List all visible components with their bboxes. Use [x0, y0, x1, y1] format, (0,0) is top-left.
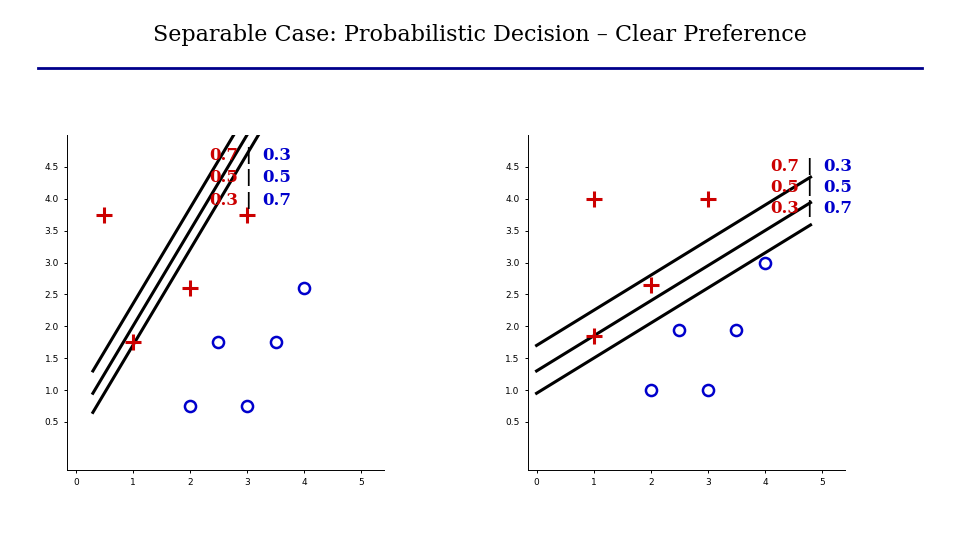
Text: |: | [801, 158, 818, 176]
Text: 0.7: 0.7 [262, 192, 292, 208]
Text: 0.5: 0.5 [823, 179, 852, 197]
Text: 0.5: 0.5 [262, 169, 291, 186]
Text: 0.5: 0.5 [770, 179, 799, 197]
Text: |: | [801, 200, 818, 218]
Text: Separable Case: Probabilistic Decision – Clear Preference: Separable Case: Probabilistic Decision –… [153, 24, 807, 46]
Text: |: | [240, 192, 257, 208]
Text: |: | [801, 179, 818, 197]
Text: 0.3: 0.3 [262, 147, 292, 164]
Text: |: | [240, 147, 257, 164]
Text: |: | [240, 169, 257, 186]
Text: 0.7: 0.7 [209, 147, 238, 164]
Text: 0.5: 0.5 [209, 169, 238, 186]
Text: 0.7: 0.7 [770, 158, 799, 176]
Text: 0.7: 0.7 [823, 200, 852, 218]
Text: 0.3: 0.3 [209, 192, 238, 208]
Text: 0.3: 0.3 [823, 158, 852, 176]
Text: 0.3: 0.3 [770, 200, 799, 218]
